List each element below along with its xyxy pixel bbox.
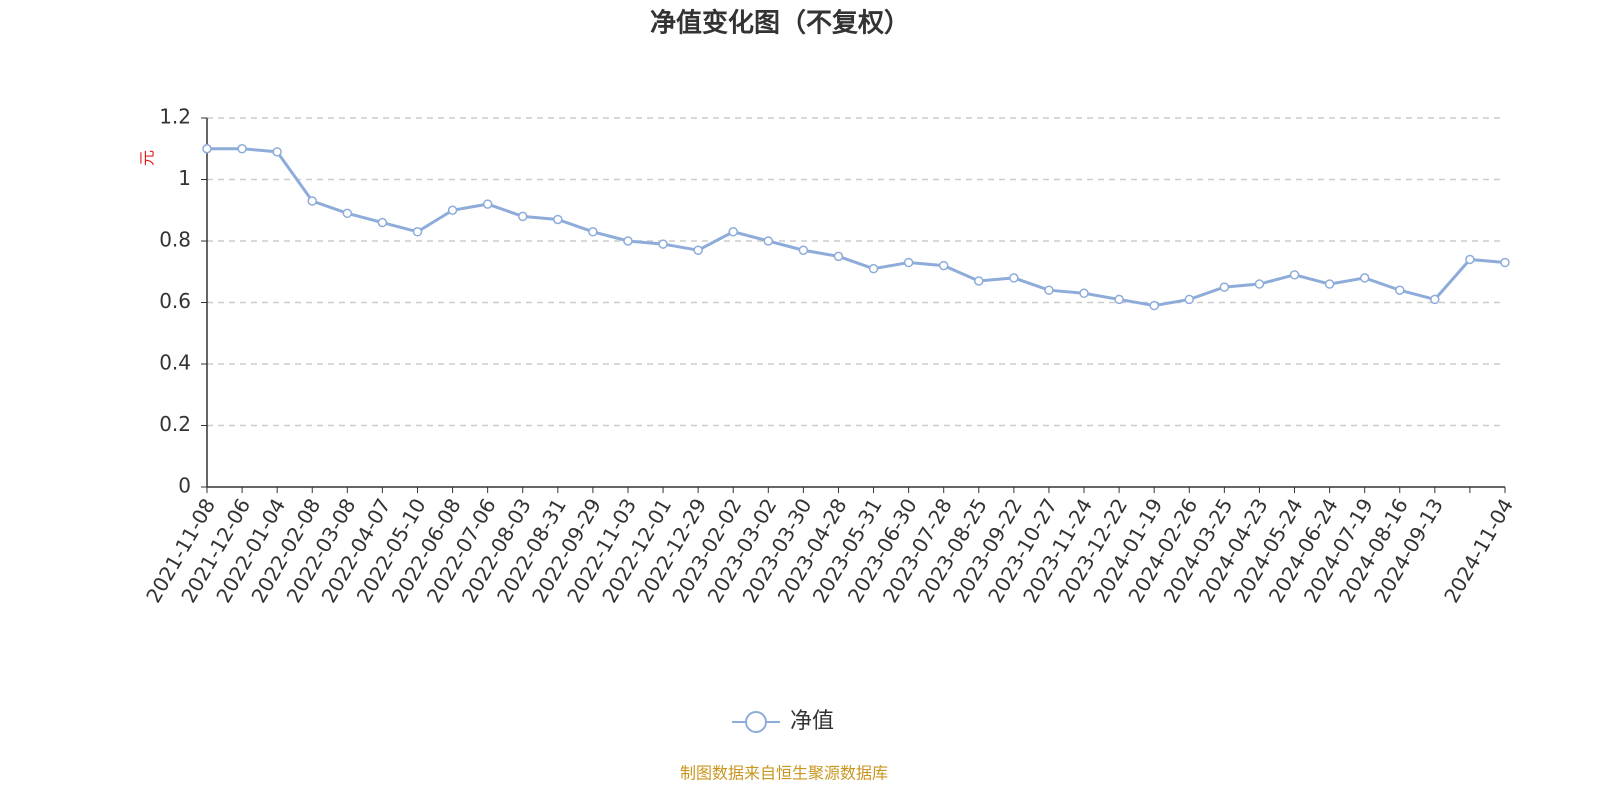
point-marker [272,147,282,157]
point-marker [1465,254,1475,265]
y-axis-label: 元 [138,150,157,166]
point-marker [1430,294,1440,305]
point-marker [1009,273,1019,283]
point-marker [1289,270,1300,280]
series-line [207,147,1506,308]
point-marker [693,245,703,255]
y-tick-label: 0.8 [159,228,191,252]
point-marker [588,227,598,237]
legend-label: 净值 [790,709,834,734]
point-marker [1395,285,1405,295]
y-tick-label: 1 [178,166,191,190]
point-marker [868,263,879,274]
point-marker [1500,257,1510,268]
point-marker [1079,288,1089,299]
point-marker [1184,294,1195,305]
point-marker [447,205,458,215]
point-marker [763,236,774,246]
y-tick-label: 0.4 [159,351,191,375]
y-tick-label: 0.6 [159,289,191,313]
point-marker [1149,300,1159,311]
source-note: 制图数据来自恒生聚源数据库 [680,764,888,783]
point-marker [517,211,528,222]
x-tick-label: 2024-11-04 [1439,494,1518,607]
point-marker [1324,279,1335,289]
y-tick-label: 0 [178,474,191,498]
point-marker [377,217,388,228]
chart-title: 净值变化图（不复权） [650,8,910,39]
point-marker [623,236,633,246]
point-marker [833,251,844,262]
legend-marker [745,711,767,733]
point-marker [938,260,949,271]
point-marker [1044,285,1054,295]
point-marker [342,208,353,219]
point-marker [658,239,668,249]
point-marker [412,227,423,237]
y-tick-label: 0.2 [159,412,191,436]
point-marker [1114,294,1124,305]
point-marker [307,196,317,206]
point-marker [482,199,493,209]
point-marker [798,245,809,255]
point-marker [1254,279,1265,289]
point-marker [237,144,247,154]
y-tick-label: 1.2 [159,105,191,129]
point-marker [974,276,984,286]
point-marker [1219,282,1230,292]
point-marker [1359,273,1370,283]
point-marker [553,214,563,225]
point-marker [728,227,738,237]
point-marker [903,257,914,268]
point-marker [202,144,212,154]
